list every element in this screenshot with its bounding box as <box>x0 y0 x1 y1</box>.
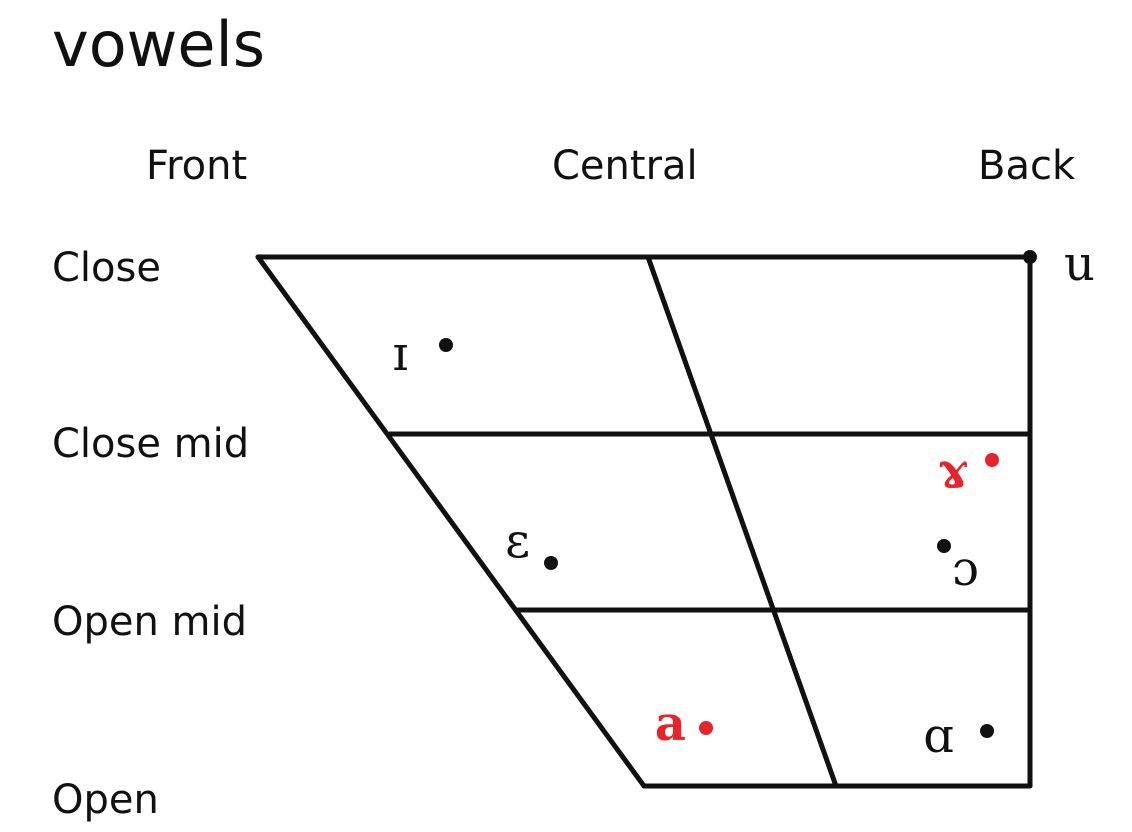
column-label-central: Central <box>552 143 698 189</box>
vowel-dot <box>980 724 994 738</box>
front-edge <box>255 254 647 789</box>
vowel-dot <box>1023 250 1037 264</box>
vowel-dot <box>985 453 999 467</box>
vowel-symbol: ɛ <box>505 513 530 569</box>
vowel-dot <box>937 539 951 553</box>
row-label-close-mid: Close mid <box>52 421 250 467</box>
page-title: vowels <box>52 8 266 81</box>
vowel-dot <box>544 556 558 570</box>
row-label-open: Open <box>52 777 159 823</box>
vowel-symbol: ɤ <box>938 442 968 498</box>
vowel-dot <box>439 338 453 352</box>
vowel-symbol: a <box>655 696 686 752</box>
vowel-symbol: u <box>1064 236 1095 292</box>
vowel-symbol: ɑ <box>923 708 954 764</box>
column-label-back: Back <box>978 143 1076 189</box>
column-label-front: Front <box>146 143 248 189</box>
vowel-dot <box>699 721 713 735</box>
row-label-open-mid: Open mid <box>52 599 248 645</box>
row-label-close: Close <box>52 245 161 291</box>
central-line <box>645 254 839 789</box>
vowel-symbol: ɪ <box>393 326 408 382</box>
vowel-symbol: ɔ <box>952 541 979 597</box>
vowel-markers: u ɪ ɤ ɛ ɔ a ɑ <box>393 236 1095 764</box>
